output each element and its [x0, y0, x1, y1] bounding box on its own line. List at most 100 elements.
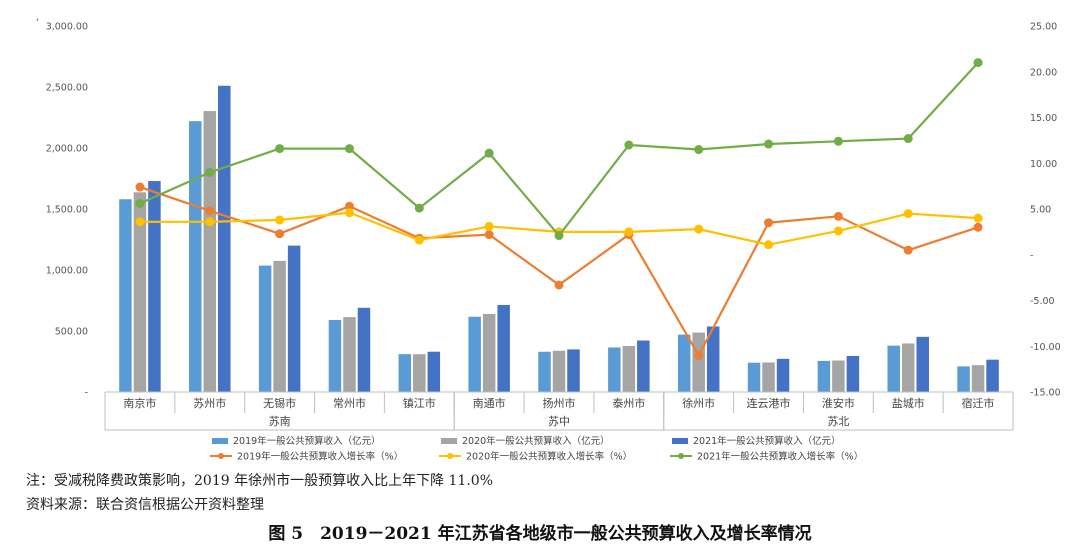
category-label: 常州市	[333, 396, 366, 410]
bar-2-3	[343, 317, 356, 392]
category-label: 镇江市	[403, 396, 436, 410]
region-label: 苏北	[827, 415, 849, 428]
line-point-3-5	[484, 148, 494, 158]
line-point-3-6	[554, 231, 564, 241]
line-point-2-7	[624, 227, 634, 237]
left-axis-tick-label: 1,500.00	[46, 205, 88, 216]
line-point-3-11	[903, 134, 913, 144]
bar-1-2	[258, 265, 272, 392]
line-point-3-1	[205, 167, 215, 177]
line-point-3-4	[414, 203, 424, 213]
line-point-2-12	[973, 213, 983, 223]
line-point-2-1	[205, 217, 215, 227]
line-point-1-8	[694, 350, 704, 360]
right-axis-tick-label: 20.00	[1030, 67, 1057, 78]
line-point-3-2	[275, 144, 285, 154]
category-label: 盐城市	[892, 396, 925, 410]
line-point-1-10	[833, 211, 843, 221]
legend-entry: 2021年一般公共预算收入增长率（%）	[697, 451, 863, 463]
bar-2-1	[203, 111, 217, 392]
legend-entry: 2019年一般公共预算收入（亿元）	[233, 435, 381, 447]
right-axis-tick-label: 25.00	[1030, 22, 1057, 33]
bar-2-6	[552, 350, 566, 392]
legend-swatch-bar	[672, 438, 688, 444]
line-series-group	[135, 58, 983, 360]
line-point-1-1	[205, 206, 215, 216]
legend-swatch-bar	[441, 438, 457, 444]
chart: , - 500.00 1,000.00 1,500.00 2,000.00 2,500.0…	[36, 12, 1061, 463]
left-axis-tick-label: 1,000.00	[46, 266, 88, 277]
line-point-2-9	[764, 240, 774, 250]
line-point-2-0	[135, 217, 145, 227]
line-point-3-10	[833, 136, 843, 146]
line-point-2-4	[414, 235, 424, 245]
left-axis-ticks: - 500.00 1,000.00 1,500.00 2,000.00 2,500.00 3…	[46, 22, 88, 399]
data-source: 资料来源：联合资信根据公开资料整理	[26, 497, 264, 513]
bar-3-1	[218, 85, 231, 392]
legend-entry: 2020年一般公共预算收入（亿元）	[462, 435, 610, 447]
right-axis-tick-label: -	[1030, 250, 1033, 261]
line-point-2-10	[833, 226, 843, 236]
left-axis-tick-label: 500.00	[55, 327, 88, 338]
legend-swatch-bar	[212, 438, 228, 444]
bar-2-10	[832, 360, 845, 392]
bar-3-8	[706, 326, 720, 392]
category-label: 南通市	[473, 396, 506, 410]
right-axis-ticks: -15.00-10.00-5.00-5.0010.0015.0020.0025.…	[1030, 22, 1061, 399]
line-point-1-0	[135, 182, 145, 192]
legend-entry: 2021年一般公共预算收入（亿元）	[693, 435, 841, 447]
right-axis-tick-label: -10.00	[1030, 342, 1061, 353]
bar-3-6	[567, 349, 580, 392]
bar-1-6	[538, 351, 551, 392]
bar-1-5	[468, 316, 481, 392]
left-axis-tick-label: 2,500.00	[46, 83, 88, 94]
bar-3-9	[776, 358, 790, 392]
bar-3-10	[846, 356, 860, 392]
bar-3-4	[427, 351, 441, 392]
bar-1-7	[608, 347, 621, 392]
bar-2-5	[482, 313, 496, 392]
right-axis-tick-label: 15.00	[1030, 113, 1057, 124]
bar-2-0	[133, 192, 147, 392]
bar-3-11	[916, 336, 929, 392]
bar-3-5	[497, 305, 510, 392]
bar-1-8	[677, 334, 691, 392]
line-point-1-11	[903, 245, 913, 255]
line-point-2-2	[275, 215, 285, 225]
chart-note: 注：受减税降费政策影响，2019 年徐州市一般预算收入比上年下降 11.0%	[26, 473, 494, 489]
category-label: 无锡市	[263, 396, 296, 410]
bar-1-3	[328, 320, 342, 392]
line-series-3	[139, 61, 979, 238]
line-point-1-5	[484, 230, 494, 240]
line-point-1-9	[764, 218, 774, 228]
right-axis-tick-label: 10.00	[1030, 159, 1057, 170]
bar-2-9	[762, 362, 775, 392]
region-label: 苏南	[269, 415, 291, 428]
region-label: 苏中	[548, 415, 570, 428]
legend-entry: 2019年一般公共预算收入增长率（%）	[237, 451, 403, 463]
left-axis-tick-label: 2,000.00	[46, 144, 88, 155]
bar-1-1	[189, 121, 202, 392]
bar-1-10	[817, 360, 831, 392]
line-point-1-2	[275, 229, 285, 239]
line-point-2-3	[344, 208, 354, 218]
legend-swatch-marker	[447, 453, 453, 459]
line-point-3-12	[973, 58, 983, 68]
left-axis-tick-label: -	[85, 388, 88, 399]
category-label: 宿迁市	[962, 396, 995, 410]
legend: 2019年一般公共预算收入（亿元） 2020年一般公共预算收入（亿元） 2021年一…	[210, 435, 863, 463]
bar-2-7	[622, 346, 636, 392]
line-point-3-0	[135, 199, 145, 209]
bar-2-2	[273, 260, 286, 392]
line-point-2-8	[694, 224, 704, 234]
bar-2-4	[413, 354, 426, 392]
right-axis-tick-label: -5.00	[1030, 296, 1055, 307]
bar-3-0	[148, 181, 161, 392]
category-label: 淮安市	[822, 396, 855, 410]
figure-title: 图 5 2019－2021 年江苏省各地级市一般公共预算收入及增长率情况	[268, 524, 812, 544]
line-point-1-12	[973, 222, 983, 232]
category-label: 南京市	[123, 396, 156, 410]
bar-1-9	[747, 362, 761, 392]
left-axis-tick-label: 3,000.00	[46, 22, 88, 33]
line-point-2-11	[903, 209, 913, 219]
